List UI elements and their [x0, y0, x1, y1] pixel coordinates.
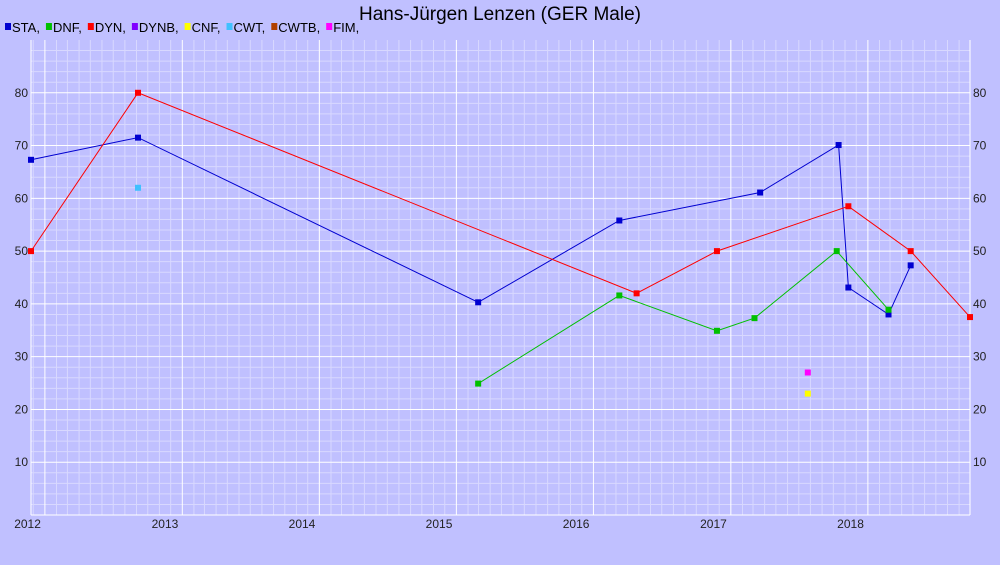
data-point-dyn	[907, 248, 914, 255]
data-point-dyn	[28, 248, 34, 255]
data-point-dnf	[751, 315, 758, 322]
y-tick-label-left: 10	[15, 455, 29, 469]
y-tick-label-right: 30	[973, 350, 987, 364]
legend-swatch-cnf	[184, 23, 191, 30]
legend-label-fim: FIM,	[333, 20, 359, 35]
x-tick-label: 2015	[426, 517, 453, 531]
y-tick-label-left: 70	[15, 139, 29, 153]
data-point-dyn	[135, 89, 142, 96]
data-point-sta	[907, 262, 914, 269]
axis-labels: 10 10 20 20 30 30 40 40 50 50 60 60 70 70 80 80 2012 2013…	[14, 86, 986, 531]
legend-swatch-cwt	[226, 23, 233, 30]
x-tick-label: 2012	[14, 517, 41, 531]
data-point-fim	[804, 369, 811, 376]
y-tick-label-left: 20	[15, 402, 29, 416]
legend-label-dnf: DNF,	[53, 20, 82, 35]
chart-title: Hans-Jürgen Lenzen (GER Male)	[359, 4, 641, 25]
y-tick-label-left: 80	[15, 86, 29, 100]
data-point-sta	[616, 217, 623, 224]
data-point-sta	[835, 142, 842, 149]
y-tick-label-left: 50	[15, 244, 29, 258]
x-tick-label: 2014	[289, 517, 316, 531]
grid	[30, 40, 971, 516]
legend-label-cwt: CWT,	[234, 20, 266, 35]
y-tick-label-right: 60	[973, 191, 987, 205]
y-tick-label-left: 60	[15, 191, 29, 205]
data-point-sta	[845, 284, 852, 291]
data-point-cnf	[804, 390, 811, 397]
legend-swatch-fim	[326, 23, 333, 30]
y-tick-label-right: 70	[973, 139, 987, 153]
data-point-dnf	[616, 292, 623, 299]
data-point-dyn	[633, 290, 640, 297]
data-point-dnf	[475, 380, 482, 387]
legend: STA, DNF, DYN, DYNB, CNF, CWT, CWTB, FIM,	[5, 20, 359, 35]
legend-label-sta: STA,	[12, 20, 40, 35]
data-point-sta	[757, 189, 764, 196]
data-point-dnf	[885, 306, 892, 313]
legend-label-cwtb: CWTB,	[278, 20, 320, 35]
x-tick-label: 2017	[700, 517, 727, 531]
legend-swatch-sta	[5, 23, 11, 30]
y-tick-label-right: 40	[973, 297, 987, 311]
data-point-sta	[28, 156, 34, 163]
data-point-dyn	[713, 248, 720, 255]
legend-swatch-cwtb	[271, 23, 278, 30]
data-point-dnf	[833, 248, 840, 255]
legend-label-dynb: DYNB,	[139, 20, 179, 35]
series-points	[28, 89, 973, 397]
legend-swatch-dynb	[131, 23, 138, 30]
legend-label-dyn: DYN,	[95, 20, 126, 35]
y-tick-label-left: 40	[15, 297, 29, 311]
series-line-dnf	[477, 250, 889, 385]
data-point-sta	[135, 134, 142, 141]
y-tick-label-right: 50	[973, 244, 987, 258]
y-tick-label-left: 30	[15, 350, 29, 364]
data-point-sta	[885, 311, 892, 318]
y-tick-label-right: 10	[973, 455, 987, 469]
data-point-dnf	[713, 327, 720, 334]
y-tick-label-right: 80	[973, 86, 987, 100]
legend-swatch-dyn	[87, 23, 94, 30]
x-tick-label: 2016	[563, 517, 590, 531]
legend-swatch-dnf	[45, 23, 52, 30]
x-tick-label: 2013	[152, 517, 179, 531]
data-point-dyn	[967, 314, 973, 321]
y-tick-label-right: 20	[973, 402, 987, 416]
data-point-dyn	[845, 203, 852, 210]
x-tick-label: 2018	[837, 517, 864, 531]
legend-label-cnf: CNF,	[192, 20, 221, 35]
data-point-sta	[475, 299, 482, 306]
data-point-cwt	[135, 184, 142, 191]
